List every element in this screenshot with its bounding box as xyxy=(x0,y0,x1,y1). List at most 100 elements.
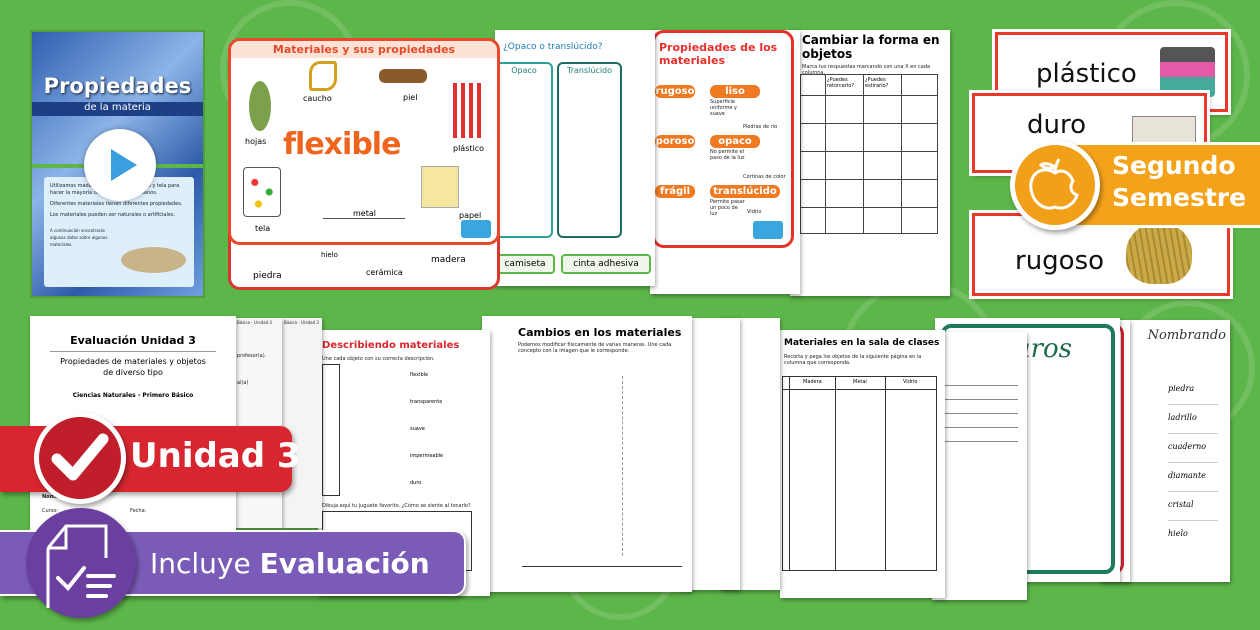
apple-badge xyxy=(1010,140,1100,230)
list-item: ladrillo xyxy=(1168,405,1218,434)
document-badge xyxy=(26,508,136,618)
word-card-label: rugoso xyxy=(1015,246,1105,276)
column-header: Madera xyxy=(803,379,822,385)
property-tag: translúcido xyxy=(710,185,780,198)
label-card: cinta adhesiva xyxy=(561,254,651,274)
sheet-title: Nombrando xyxy=(1147,328,1226,343)
list-item: cristal xyxy=(1168,492,1218,521)
poster-propiedades[interactable]: Propiedades de los materiales rugoso lis… xyxy=(652,30,794,248)
sheet-instruction: Une cada objeto con su correcta descripc… xyxy=(322,356,435,362)
paper-image xyxy=(421,166,459,208)
sheet-title: Cambiar la forma en objetos xyxy=(802,33,940,61)
sheet-title: Describiendo materiales xyxy=(322,340,460,351)
toy-house-image xyxy=(1160,47,1215,97)
checkmark-icon xyxy=(51,433,109,481)
sala-table: Madera Metal Vidrio xyxy=(782,376,937,571)
belt-image xyxy=(379,69,427,83)
sheet-title: Materiales en la sala de clases xyxy=(784,338,940,348)
document-checklist-icon xyxy=(46,524,116,608)
sheet-instruction: Marca tus respuestas marcando con una X … xyxy=(802,64,931,76)
twinkl-logo xyxy=(461,220,491,238)
property-tag: rugoso xyxy=(655,85,695,98)
label-card: camiseta xyxy=(495,254,555,274)
word: impermeable xyxy=(410,453,444,459)
item-label: cerámica xyxy=(366,268,403,277)
semestre-line2: Semestre xyxy=(1112,183,1247,212)
cutout-sheet xyxy=(932,332,1027,600)
slide-bullet: Los materiales pueden ser naturales o ar… xyxy=(50,212,176,218)
leaves-image xyxy=(249,81,271,131)
rubber-image xyxy=(309,61,337,91)
shell-image xyxy=(1126,222,1192,284)
slide-note: A continuación encontrarás algunas datos… xyxy=(50,228,108,247)
column-header: ¿Puedes retorcerlo? xyxy=(827,77,854,89)
item-label: caucho xyxy=(303,94,332,103)
tshirt-image xyxy=(243,167,281,217)
property-text: Permite pasar un poco de luz xyxy=(710,199,745,217)
worksheet-cambios[interactable]: Cambios en los materiales Podemos modifi… xyxy=(482,316,692,592)
unidad-label: Unidad 3 xyxy=(130,436,301,476)
list-item: diamante xyxy=(1168,463,1218,492)
item-label: hojas xyxy=(245,137,267,146)
item-label: hielo xyxy=(321,251,338,259)
presentation-slide[interactable]: Propiedades de la materia Utilizamos mad… xyxy=(30,30,205,298)
property-tag: opaco xyxy=(710,135,760,148)
sand-image xyxy=(121,247,186,273)
object-images xyxy=(322,364,340,496)
curso-label: Curso: xyxy=(42,508,59,514)
column-translucido: Translúcido xyxy=(557,62,622,238)
property-tag: liso xyxy=(710,85,760,98)
property-word: flexible xyxy=(283,127,401,162)
semestre-banner: Segundo Semestre xyxy=(1060,142,1260,228)
list-sheet[interactable]: Nombrando piedra ladrillo cuaderno diama… xyxy=(1120,320,1230,582)
evaluacion-bold: Evaluación xyxy=(259,547,430,580)
slide-subtitle: de la materia xyxy=(32,102,203,116)
sheet-header: Básico - Unidad 3 xyxy=(237,320,272,325)
sheet-subtitle: Propiedades de materiales y objetos de d… xyxy=(60,357,206,377)
evaluacion-prefix: Incluye xyxy=(150,547,251,580)
worksheet-stack: Básico - Unidad 3 profesor(a). al(a) xyxy=(235,318,282,528)
word: transparente xyxy=(410,399,443,405)
item-label: plástico xyxy=(453,144,485,153)
column-opaco: Opaco xyxy=(495,62,553,238)
evaluacion-label: Incluye Evaluación xyxy=(150,547,430,580)
name-label: Nombre: xyxy=(42,494,67,500)
play-button[interactable] xyxy=(84,129,156,201)
slide-title: Propiedades xyxy=(43,74,192,98)
word: duro xyxy=(410,480,422,486)
sheet-title: Cambios en los materiales xyxy=(518,326,682,339)
word-card-label: duro xyxy=(1027,110,1087,140)
sheet-header: Básico - Unidad 3 xyxy=(284,320,319,325)
worksheet-forma[interactable]: Cambiar la forma en objetos Marca tus re… xyxy=(790,30,950,296)
word-card-label: plástico xyxy=(1036,59,1137,89)
plastic-bag-image xyxy=(453,83,483,138)
sheet-instruction: Podemos modificar físicamente de varias … xyxy=(518,342,672,354)
column-header: ¿Puedes estirarlo? xyxy=(865,77,889,89)
slide-bullet: Diferentes materiales tienen diferentes … xyxy=(50,201,183,207)
image-caption: Cortinas de color xyxy=(743,174,786,180)
apple-icon xyxy=(1029,158,1079,210)
worksheet-stack: Básico - Unidad 3 xyxy=(282,318,322,528)
list-item: hielo xyxy=(1168,529,1188,538)
play-icon xyxy=(111,149,137,181)
sheet-instruction: Recorta y pega los objetos de la siguien… xyxy=(784,354,922,366)
item-label: piel xyxy=(403,93,418,102)
side-label: profesor(a). xyxy=(237,353,267,359)
list-item: cuaderno xyxy=(1168,434,1218,463)
sheet-course: Ciencias Naturales - Primero Básico xyxy=(72,392,194,399)
semestre-line1: Segundo xyxy=(1112,151,1236,180)
hanger-image xyxy=(323,191,405,219)
worksheet-opaco[interactable]: ¿Opaco o translúcido? Opaco Translúcido … xyxy=(495,30,655,286)
forma-table: ¿Puedes retorcerlo? ¿Puedes estirarlo? xyxy=(800,74,938,234)
column-header: Metal xyxy=(853,379,867,385)
word: flexible xyxy=(410,372,429,378)
item-label: madera xyxy=(431,255,466,265)
property-tag: frágil xyxy=(655,185,695,198)
poster-flexible[interactable]: Materiales y sus propiedades flexible ho… xyxy=(228,38,500,245)
poster-title: Propiedades de los materiales xyxy=(659,41,778,67)
image-caption: Piedras de río xyxy=(743,124,778,130)
line-drawings xyxy=(622,376,652,556)
image-caption: Vidrio xyxy=(747,209,762,215)
worksheet-sala-clases[interactable]: Materiales en la sala de clases Recorta … xyxy=(780,330,945,598)
sheet-title: Evaluación Unidad 3 xyxy=(70,334,196,347)
